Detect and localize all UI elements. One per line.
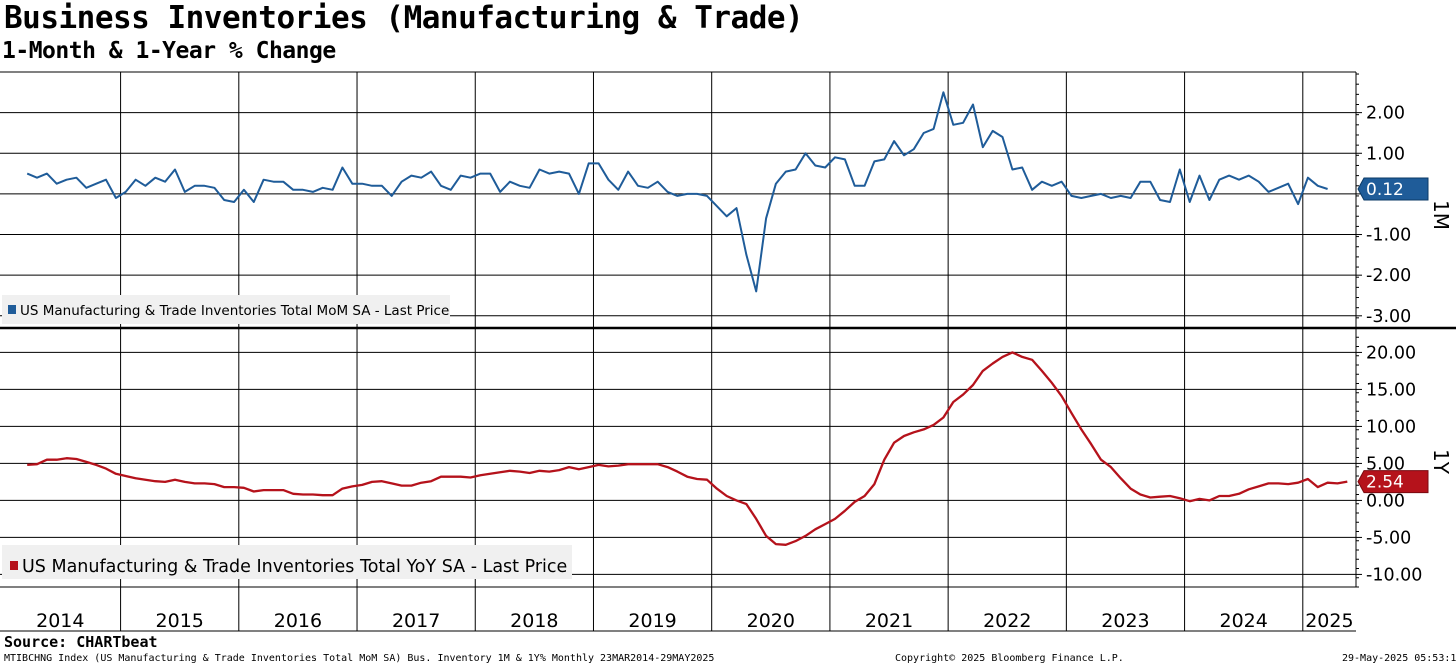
top-legend-bg [2,295,450,324]
yoy-last-value-tag: 2.54 [1357,470,1429,494]
ytick-label-1M-2.00: 2.00 [1366,104,1405,124]
mom-last-value: 0.12 [1366,180,1404,200]
year-label-2019: 2019 [628,610,676,632]
year-label-2014: 2014 [36,610,84,632]
yoy-last-value-tag-shape [1357,470,1429,494]
x-axis-year-labels: 2014 2015 2016 2017 2018 2019 2020 2021 2022 2023… [36,610,1353,632]
year-grid [120,72,1304,631]
year-label-2023: 2023 [1101,610,1149,632]
year-label-2025: 2025 [1305,610,1353,632]
ytick-label-1M--2.00: -2.00 [1366,266,1411,286]
year-label-2021: 2021 [865,610,913,632]
bottom-legend-label: US Manufacturing & Trade Inventories Tot… [22,557,567,577]
footer-copyright: Copyright© 2025 Bloomberg Finance L.P. [895,653,1124,664]
yoy-series-line [27,351,1348,546]
bottom-legend-bg [2,545,572,579]
year-label-2017: 2017 [392,610,440,632]
year-label-2024: 2024 [1220,610,1268,632]
yoy-last-value: 2.54 [1366,473,1404,493]
ytick-label-1Y-20.00: 20.00 [1366,343,1416,363]
mom-last-value-tag-shape [1357,177,1429,201]
year-label-2015: 2015 [156,610,204,632]
top-legend-swatch [8,305,16,314]
chart-subtitle: 1-Month & 1-Year % Change [2,38,336,64]
ytick-label-1Y-0.00: 0.00 [1366,491,1405,511]
bottom-legend-swatch [10,561,18,570]
bottom-legend: US Manufacturing & Trade Inventories Tot… [2,545,572,579]
ytick-label-1M--1.00: -1.00 [1366,226,1411,246]
ytick-label-1Y--10.00: -10.00 [1366,565,1422,585]
ytick-label-1Y-5.00: 5.00 [1366,454,1405,474]
top-panel-axis-label: 1M [1429,200,1453,230]
year-label-2022: 2022 [983,610,1031,632]
top-panel-y-ticks: 2.001.000.00-1.00-2.00-3.00 [1356,73,1411,329]
ytick-label-1Y-15.00: 15.00 [1366,380,1416,400]
chart-title: Business Inventories (Manufacturing & Tr… [4,0,804,36]
top-panel-grid [0,112,1356,317]
bottom-panel-y-ticks: 20.00 15.00 10.00 5.00 0.00 -5.00 -10.00 [1356,327,1422,588]
year-label-2016: 2016 [274,610,322,632]
footer-timestamp: 29-May-2025 05:53:15 [1342,653,1456,664]
footer-description: MTIBCHNG Index (US Manufacturing & Trade… [4,653,715,664]
bottom-panel-axis-label: 1Y [1429,449,1453,475]
source-note: Source: CHARTbeat [4,633,158,651]
top-legend: US Manufacturing & Trade Inventories Tot… [2,295,450,324]
ytick-label-1M--3.00: -3.00 [1366,307,1411,327]
ytick-label-1Y--5.00: -5.00 [1366,528,1411,548]
ytick-label-1M-1.00: 1.00 [1366,144,1405,164]
year-label-2018: 2018 [510,610,558,632]
top-legend-label: US Manufacturing & Trade Inventories Tot… [20,303,449,319]
ytick-label-1Y-10.00: 10.00 [1366,417,1416,437]
bottom-panel-grid [0,351,1356,575]
year-label-2020: 2020 [747,610,795,632]
mom-series-line [26,91,1328,293]
mom-last-value-tag: 0.12 [1357,177,1429,201]
